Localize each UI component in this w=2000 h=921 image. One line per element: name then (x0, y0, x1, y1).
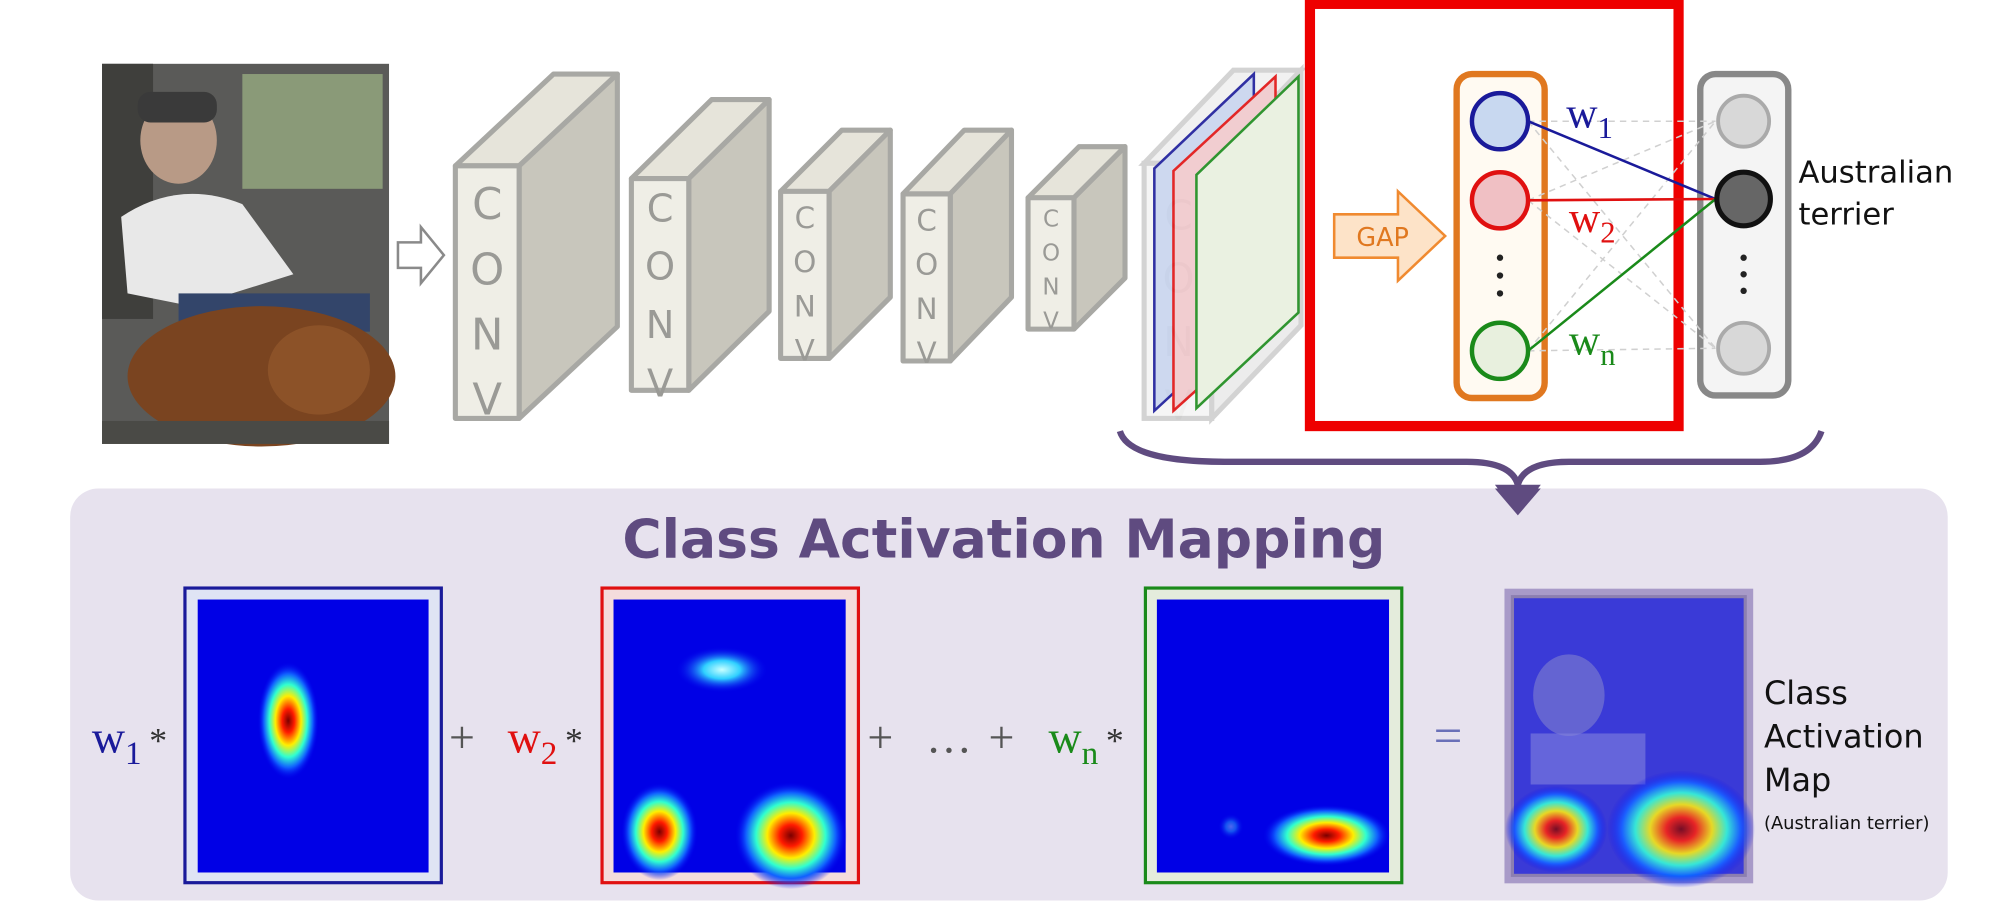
gap-node (1469, 320, 1531, 382)
mapping-panel (70, 488, 1948, 901)
conv-block: CONV (900, 127, 1015, 380)
gap-node (1469, 170, 1531, 231)
heatmap-1 (183, 586, 443, 885)
heatmap-2 (600, 586, 861, 890)
gap-arrow (1332, 188, 1448, 284)
weight-line-2 (1528, 197, 1716, 202)
dense-connections (1527, 120, 1717, 352)
conv-block: CONV (628, 96, 772, 420)
output-node (1716, 93, 1772, 149)
conv-block: CONV (778, 127, 893, 378)
conv-front (900, 191, 953, 364)
conv-front (1025, 195, 1077, 332)
result-label: Map (1764, 761, 1831, 799)
output-label: Australian (1798, 155, 1953, 190)
weight-symbol: w (1569, 317, 1601, 365)
conv-label: CONV (1038, 207, 1064, 343)
class-activation-map (1504, 588, 1756, 888)
equals: = (1434, 709, 1463, 765)
brace (1116, 429, 1825, 497)
input-arrow (396, 223, 446, 287)
mapping-title: Class Activation Mapping (622, 507, 1385, 570)
heatmap-n (1143, 586, 1404, 885)
term-symbol: w (92, 712, 125, 763)
conv-label: CONV (910, 203, 944, 380)
weight-symbol: w (1566, 90, 1598, 138)
term-index: 2 (541, 735, 558, 772)
term: w2 * (508, 712, 583, 772)
weight-index: n (1600, 338, 1615, 372)
weight-label: w1 (1566, 90, 1613, 145)
conv-front (778, 188, 832, 362)
term: wn * (1048, 712, 1123, 772)
term-operator: * (565, 721, 583, 761)
gap-node (1469, 90, 1531, 152)
result-note: (Australian terrier) (1764, 813, 1929, 834)
output-layer (1697, 70, 1792, 399)
weight-label: w2 (1569, 194, 1616, 249)
term-symbol: w (1048, 712, 1081, 763)
plus: + (449, 712, 475, 763)
conv-block: CONV (1025, 144, 1128, 343)
conv-label: CONV (638, 186, 683, 420)
output-dots (1740, 254, 1747, 295)
term-operator: * (1106, 721, 1124, 761)
plus: + (989, 712, 1015, 763)
result-label: Activation (1764, 717, 1924, 755)
term-symbol: w (508, 712, 541, 763)
weight-index: 1 (1598, 111, 1613, 145)
output-label: terrier (1798, 198, 1894, 233)
gap-dots (1496, 254, 1504, 297)
weight-line-1 (1527, 120, 1717, 201)
output-node (1716, 320, 1772, 376)
term-index: n (1082, 735, 1099, 772)
gap-layer (1453, 70, 1548, 402)
term-operator: * (149, 721, 167, 761)
term-index: 1 (125, 735, 142, 772)
ellipsis: … (926, 712, 972, 763)
highlight-box (1304, 0, 1684, 432)
last-conv (1138, 63, 1308, 425)
output-node-active (1714, 169, 1773, 229)
weight-label: wn (1569, 317, 1616, 372)
conv-label: CONV (788, 201, 822, 378)
conv-block: CONV (452, 71, 620, 441)
weight-line-n (1527, 198, 1717, 352)
input-photo (102, 63, 396, 447)
result-label: Class (1764, 674, 1848, 712)
conv-label: CONV (462, 180, 512, 441)
brace-arrow (1494, 488, 1541, 516)
conv-blocks: CONVCONVCONVCONVCONVCONV (452, 71, 1203, 445)
plus: + (867, 712, 893, 763)
gap-label: GAP (1356, 223, 1409, 253)
weight-index: 2 (1600, 215, 1615, 249)
term: w1 * (92, 712, 167, 772)
weight-symbol: w (1569, 194, 1601, 242)
conv-front (452, 163, 522, 421)
conv-front (628, 176, 692, 393)
